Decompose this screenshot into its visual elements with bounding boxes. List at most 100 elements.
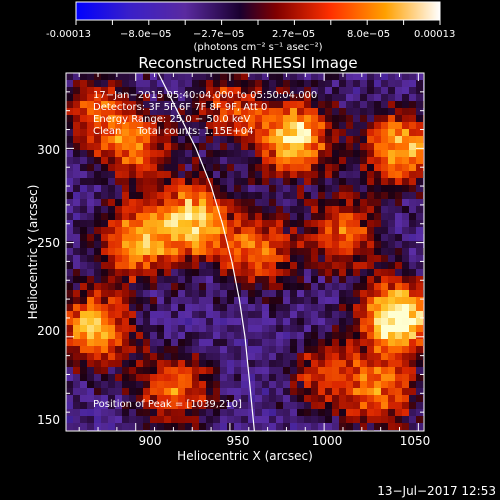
heatmap-cell (311, 192, 319, 200)
heatmap-cell (220, 206, 228, 214)
heatmap-cell (255, 290, 263, 298)
heatmap-cell (73, 227, 81, 235)
heatmap-cell (185, 164, 193, 172)
heatmap-cell (416, 416, 424, 424)
heatmap-cell (276, 409, 284, 417)
heatmap-cell (276, 346, 284, 354)
heatmap-cell (213, 192, 221, 200)
heatmap-cell (248, 332, 256, 340)
heatmap-cell (276, 402, 284, 410)
heatmap-cell (262, 192, 270, 200)
heatmap-cell (66, 248, 74, 256)
heatmap-cell (395, 199, 403, 207)
heatmap-cell (353, 416, 361, 424)
heatmap-cell (262, 283, 270, 291)
heatmap-cell (283, 304, 291, 312)
heatmap-cell (325, 87, 333, 95)
heatmap-cell (115, 213, 123, 221)
heatmap-cell (108, 206, 116, 214)
heatmap-cell (318, 409, 326, 417)
heatmap-cell (409, 381, 417, 389)
heatmap-cell (402, 269, 410, 277)
heatmap-cell (409, 353, 417, 361)
heatmap-cell (381, 206, 389, 214)
heatmap-cell (73, 73, 81, 81)
heatmap-cell (395, 283, 403, 291)
heatmap-cell (360, 346, 368, 354)
heatmap-cell (80, 262, 88, 270)
heatmap-cell (66, 367, 74, 375)
heatmap-cell (248, 80, 256, 88)
heatmap-cell (388, 199, 396, 207)
heatmap-cell (416, 129, 424, 137)
heatmap-cell (367, 213, 375, 221)
heatmap-cell (66, 73, 74, 81)
colorbar-tick-label: -0.00013 (46, 29, 91, 40)
heatmap-cell (73, 164, 81, 172)
x-tick-label: 1000 (312, 434, 343, 448)
heatmap-cell (388, 395, 396, 403)
heatmap-cell (66, 234, 74, 242)
heatmap-cell (388, 346, 396, 354)
heatmap-cell (255, 360, 263, 368)
heatmap-cell (143, 80, 151, 88)
heatmap-cell (143, 318, 151, 326)
heatmap-cell (185, 227, 193, 235)
heatmap-cell (129, 269, 137, 277)
heatmap-cell (199, 136, 207, 144)
heatmap-cell (339, 157, 347, 165)
heatmap-cell (402, 318, 410, 326)
heatmap-cell (395, 185, 403, 193)
heatmap-cell (269, 115, 277, 123)
heatmap-cell (269, 150, 277, 158)
heatmap-cell (290, 178, 298, 186)
heatmap-cell (395, 171, 403, 179)
heatmap-cell (297, 311, 305, 319)
heatmap-cell (388, 136, 396, 144)
heatmap-cell (150, 227, 158, 235)
heatmap-cell (122, 185, 130, 193)
heatmap-cell (241, 150, 249, 158)
heatmap-cell (122, 136, 130, 144)
heatmap-cell (66, 213, 74, 221)
heatmap-cell (213, 171, 221, 179)
heatmap-cell (185, 395, 193, 403)
heatmap-cell (346, 255, 354, 263)
heatmap-cell (94, 290, 102, 298)
heatmap-cell (178, 94, 186, 102)
heatmap-cell (248, 129, 256, 137)
heatmap-cell (136, 304, 144, 312)
heatmap-cell (304, 276, 312, 284)
heatmap-cell (395, 150, 403, 158)
heatmap-cell (192, 192, 200, 200)
heatmap-cell (283, 248, 291, 256)
heatmap-cell (346, 332, 354, 340)
heatmap-cell (199, 297, 207, 305)
heatmap-cell (94, 367, 102, 375)
heatmap-cell (381, 297, 389, 305)
heatmap-cell (213, 388, 221, 396)
heatmap-cell (269, 269, 277, 277)
heatmap-cell (269, 332, 277, 340)
heatmap-cell (269, 304, 277, 312)
heatmap-cell (178, 332, 186, 340)
heatmap-cell (227, 227, 235, 235)
heatmap-cell (304, 87, 312, 95)
heatmap-cell (94, 402, 102, 410)
heatmap-cell (409, 143, 417, 151)
heatmap-cell (374, 402, 382, 410)
heatmap-cell (115, 269, 123, 277)
heatmap-cell (143, 199, 151, 207)
heatmap-cell (192, 332, 200, 340)
heatmap-cell (234, 262, 242, 270)
heatmap-cell (185, 339, 193, 347)
heatmap-cell (311, 108, 319, 116)
heatmap-cell (80, 80, 88, 88)
heatmap-cell (108, 241, 116, 249)
heatmap-cell (241, 346, 249, 354)
heatmap-cell (157, 255, 165, 263)
heatmap-cell (227, 164, 235, 172)
heatmap-cell (234, 283, 242, 291)
heatmap-cell (255, 178, 263, 186)
heatmap-cell (94, 395, 102, 403)
